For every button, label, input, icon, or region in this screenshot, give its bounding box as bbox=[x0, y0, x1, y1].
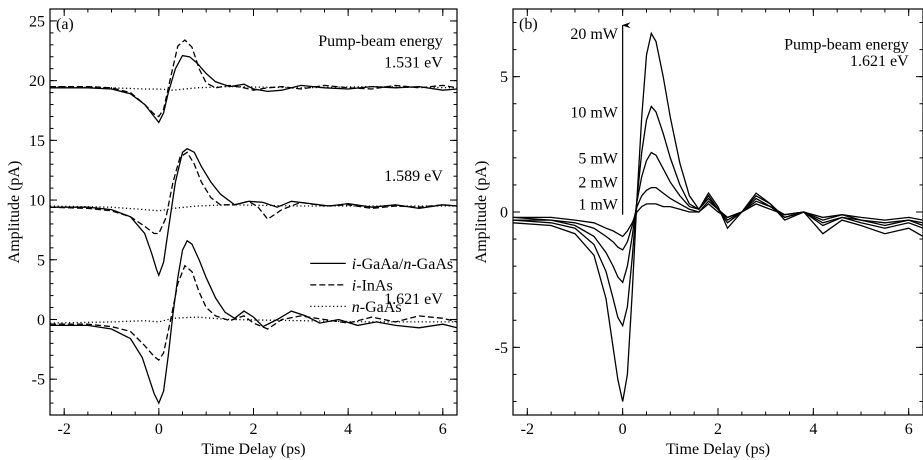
legend-entry-part: -InAs bbox=[356, 277, 392, 294]
power-label: 20 mW bbox=[570, 26, 618, 43]
series-line-dashed bbox=[50, 151, 457, 235]
annotation-label: Pump-beam energy bbox=[784, 37, 909, 54]
annotation-label: 1.589 eV bbox=[384, 168, 443, 185]
x-tick-label: 4 bbox=[344, 421, 352, 438]
power-label: 10 mW bbox=[570, 104, 618, 121]
annotation-label: 1.621 eV bbox=[850, 53, 909, 70]
series-line-solid bbox=[50, 239, 457, 405]
series-line-solid bbox=[513, 151, 923, 284]
power-label: 5 mW bbox=[578, 150, 618, 167]
y-tick-label: -5 bbox=[495, 340, 508, 357]
panel-b: -2 0 2 4 6 -5 0 5 Time Delay (ps) Amplitude (pA) (… bbox=[473, 8, 923, 458]
x-tick-label: 2 bbox=[250, 421, 258, 438]
legend-entry-part: -GaAs bbox=[360, 299, 402, 316]
y-tick-label: 0 bbox=[37, 312, 45, 329]
power-label: 2 mW bbox=[578, 175, 618, 192]
legend-entry: n-GaAs bbox=[352, 299, 402, 316]
x-tick-label: -2 bbox=[521, 421, 534, 438]
series-line-solid bbox=[513, 186, 923, 251]
x-tick-label: 0 bbox=[155, 421, 163, 438]
y-axis-label: Amplitude (pA) bbox=[6, 161, 23, 264]
annotation-label: 1.621 eV bbox=[384, 291, 443, 308]
legend-entry-part: n bbox=[352, 299, 360, 316]
legend-entry-part: n bbox=[403, 256, 411, 273]
annotation-label: 1.531 eV bbox=[384, 55, 443, 72]
panel-label: (a) bbox=[56, 16, 74, 33]
y-tick-label: 0 bbox=[500, 205, 508, 222]
series-group bbox=[513, 31, 923, 402]
y-axis-label: Amplitude (pA) bbox=[473, 161, 490, 264]
series-line-dashed bbox=[50, 39, 457, 118]
x-axis-label: Time Delay (ps) bbox=[666, 441, 770, 458]
power-label: 1 mW bbox=[578, 196, 618, 213]
y-tick-label: 20 bbox=[29, 73, 45, 90]
series-line-dashed bbox=[50, 264, 457, 362]
x-tick-label: 0 bbox=[619, 421, 627, 438]
panel-a: -2 0 2 4 6 -5 0 5 10 15 20 25 Time Delay (ps) Amplitu… bbox=[6, 8, 458, 458]
annotation-label: Pump-beam energy bbox=[318, 33, 443, 50]
panel-label: (b) bbox=[519, 16, 538, 33]
y-tick-label: 5 bbox=[500, 69, 508, 86]
legend-entry: i-InAs bbox=[352, 277, 393, 294]
series-line-solid bbox=[513, 203, 923, 238]
y-tick-label: 25 bbox=[29, 13, 45, 30]
legend-entry-part: i bbox=[352, 256, 356, 273]
x-tick-label: 6 bbox=[905, 421, 913, 438]
series-group bbox=[50, 39, 457, 405]
y-tick-label: 5 bbox=[37, 252, 45, 269]
series-line-solid bbox=[513, 31, 923, 402]
y-tick-label: 10 bbox=[29, 193, 45, 210]
x-tick-label: 4 bbox=[809, 421, 817, 438]
y-tick-label: 15 bbox=[29, 133, 45, 150]
x-tick-label: 6 bbox=[439, 421, 447, 438]
x-tick-label: -2 bbox=[58, 421, 71, 438]
legend-entry: i-GaAa/n-GaAs bbox=[352, 256, 453, 273]
x-axis-label: Time Delay (ps) bbox=[201, 441, 305, 458]
series-line-solid bbox=[513, 105, 923, 328]
y-tick-label: -5 bbox=[32, 372, 45, 389]
legend-entry-part: -GaAa/ bbox=[356, 256, 404, 273]
legend-entry-part: i bbox=[352, 277, 356, 294]
legend-entry-part: -GaAs bbox=[411, 256, 453, 273]
series-line-solid bbox=[50, 147, 457, 278]
x-tick-label: 2 bbox=[714, 421, 722, 438]
